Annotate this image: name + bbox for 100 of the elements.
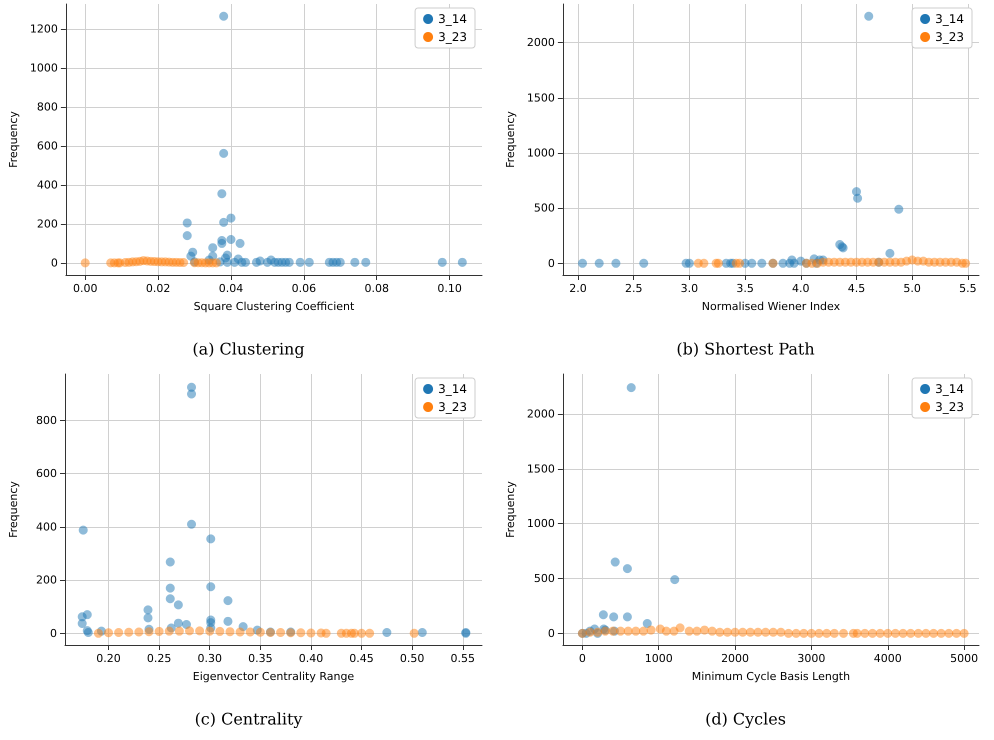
- y-tick-label: 800: [36, 414, 57, 428]
- point: [898, 628, 908, 638]
- x-tick-label: 0.06: [292, 282, 316, 295]
- text: (c) Centrality: [194, 710, 302, 728]
- point: [410, 628, 419, 638]
- legend-label: 3_23: [935, 30, 964, 44]
- point: [885, 248, 894, 258]
- point: [241, 258, 250, 267]
- point: [929, 628, 938, 638]
- point: [205, 626, 214, 636]
- point: [684, 626, 694, 636]
- x-tick-label: 3.5: [736, 282, 754, 295]
- point: [357, 628, 366, 638]
- point: [700, 626, 710, 635]
- y-tick-label: 400: [36, 520, 57, 534]
- y-tick-label: 1000: [526, 146, 555, 160]
- point: [830, 628, 839, 638]
- point: [961, 258, 970, 268]
- point: [144, 605, 152, 614]
- x-axis-title: Eigenvector Centrality Range: [192, 670, 354, 683]
- point: [226, 214, 236, 223]
- legend-label: 3_23: [438, 30, 467, 44]
- y-tick-label: 600: [36, 467, 57, 480]
- point: [853, 194, 862, 203]
- point: [182, 620, 191, 630]
- point: [256, 628, 265, 637]
- point: [722, 628, 732, 637]
- x-tick-label: 0.25: [146, 652, 172, 665]
- point: [670, 575, 680, 584]
- y-tick-label: 200: [36, 217, 58, 230]
- point: [174, 618, 183, 628]
- point: [206, 582, 216, 592]
- point: [182, 231, 192, 240]
- x-tick-label: 0.20: [96, 652, 121, 665]
- point: [626, 383, 636, 392]
- y-tick-label: 200: [36, 574, 57, 587]
- point: [868, 628, 877, 638]
- y-tick-label: 500: [534, 202, 555, 215]
- x-tick-label: 0.10: [437, 282, 462, 295]
- point: [187, 520, 196, 529]
- point: [852, 628, 862, 638]
- x-tick-label: 3000: [797, 652, 826, 665]
- point: [114, 628, 124, 637]
- x-axis-title: Normalised Wiener Index: [702, 300, 841, 313]
- point: [699, 258, 708, 268]
- y-tick-label: 1000: [30, 61, 58, 74]
- point: [219, 218, 228, 227]
- point: [304, 258, 314, 267]
- point: [217, 189, 226, 198]
- y-tick-label: 800: [36, 100, 58, 114]
- y-axis-title: Frequency: [504, 480, 517, 538]
- point: [78, 618, 87, 628]
- point: [94, 628, 103, 638]
- y-axis-title: Frequency: [7, 480, 20, 538]
- point: [662, 626, 671, 636]
- point: [223, 616, 232, 626]
- x-tick-label: 5.5: [959, 282, 977, 295]
- point: [838, 628, 848, 638]
- legend-label: 3_23: [438, 400, 467, 414]
- point: [78, 526, 88, 535]
- point: [944, 628, 954, 638]
- point: [144, 627, 154, 636]
- x-tick-label: 0: [578, 652, 586, 665]
- point: [166, 558, 175, 567]
- point: [256, 256, 265, 266]
- point: [890, 628, 900, 638]
- point: [921, 628, 930, 638]
- y-tick-label: 600: [36, 139, 58, 152]
- point: [622, 612, 632, 622]
- x-tick-label: 2000: [721, 652, 750, 665]
- point: [624, 626, 633, 636]
- point: [639, 258, 648, 268]
- point: [276, 628, 286, 637]
- point: [246, 627, 255, 636]
- point: [225, 627, 234, 636]
- point: [226, 235, 236, 244]
- x-tick-label: 0.45: [349, 652, 374, 665]
- point: [735, 258, 744, 268]
- point: [458, 258, 467, 267]
- point: [438, 258, 447, 267]
- point: [124, 628, 134, 637]
- x-tick-label: 0.04: [218, 282, 244, 295]
- point: [622, 564, 632, 574]
- x-tick-label: 0.35: [248, 652, 273, 665]
- y-axis-title: Frequency: [7, 110, 20, 168]
- point: [418, 628, 427, 637]
- point: [187, 389, 196, 398]
- x-tick-label: 0.30: [197, 652, 222, 665]
- point: [860, 628, 870, 638]
- point: [715, 628, 724, 637]
- point: [185, 626, 194, 636]
- point: [594, 258, 604, 268]
- point: [215, 626, 224, 636]
- x-tick-label: 2.5: [624, 282, 642, 295]
- point: [82, 610, 92, 620]
- point: [761, 628, 770, 637]
- y-tick-label: 1200: [30, 22, 58, 36]
- y-tick-label: 0: [50, 256, 58, 270]
- text: (d) Cycles: [705, 710, 786, 728]
- point: [212, 258, 221, 268]
